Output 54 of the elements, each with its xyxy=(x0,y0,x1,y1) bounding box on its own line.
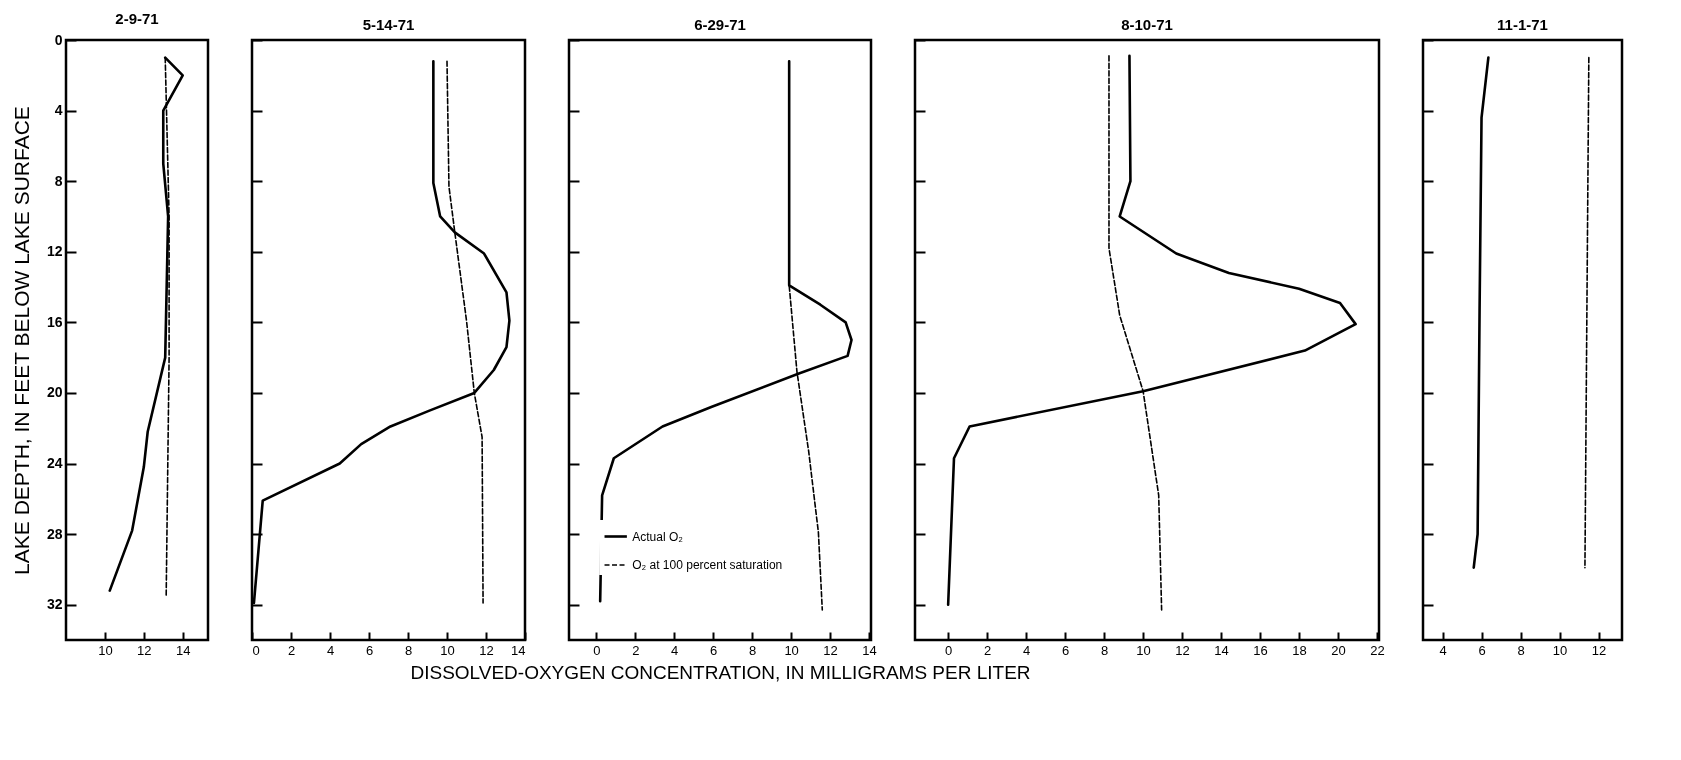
x-tick-label: 10 xyxy=(98,642,113,658)
y-tick-label: 8 xyxy=(54,172,63,189)
x-tick-label: 4 xyxy=(671,642,679,658)
chart-title: 11-1-71 xyxy=(1497,16,1548,33)
x-tick-label: 20 xyxy=(1331,642,1346,658)
chart-title: 6-29-71 xyxy=(694,16,746,33)
x-tick-label: 8 xyxy=(404,642,413,658)
x-tick-label: 12 xyxy=(479,642,494,658)
x-tick-label: 14 xyxy=(175,642,191,658)
x-tick-label: 4 xyxy=(1439,642,1447,658)
x-tick-label: 14 xyxy=(1214,642,1229,658)
legend-label: O₂ at 100 percent saturation xyxy=(632,558,783,572)
x-tick-label: 10 xyxy=(784,642,799,658)
x-tick-label: 22 xyxy=(1370,642,1385,658)
y-tick-label: 12 xyxy=(46,243,63,260)
chart-title: 5-14-71 xyxy=(362,16,415,33)
x-tick-label: 8 xyxy=(749,642,757,658)
chart-title: 2-9-71 xyxy=(115,10,159,27)
x-tick-label: 6 xyxy=(1478,642,1486,658)
y-tick-label: 4 xyxy=(54,102,63,119)
x-tick-label: 10 xyxy=(1552,642,1568,658)
y-tick-label: 28 xyxy=(46,525,63,542)
chart-title: 8-10-71 xyxy=(1121,16,1173,33)
x-axis-title: DISSOLVED-OXYGEN CONCENTRATION, IN MILLIGRAMS PER LITER xyxy=(410,661,1031,683)
y-tick-label: 32 xyxy=(46,596,63,613)
x-tick-label: 12 xyxy=(137,642,152,658)
x-tick-label: 0 xyxy=(252,642,260,658)
x-tick-label: 6 xyxy=(365,642,374,658)
x-tick-label: 12 xyxy=(823,642,838,658)
x-tick-label: 8 xyxy=(1100,642,1109,658)
x-tick-label: 10 xyxy=(1136,642,1151,658)
legend-label: Actual O₂ xyxy=(632,529,684,544)
x-tick-label: 2 xyxy=(632,642,640,658)
x-tick-label: 6 xyxy=(710,642,718,658)
x-tick-label: 18 xyxy=(1292,642,1307,658)
x-tick-label: 14 xyxy=(511,642,526,658)
x-tick-label: 10 xyxy=(440,642,455,658)
x-tick-label: 2 xyxy=(287,642,296,658)
x-tick-label: 4 xyxy=(1023,642,1031,658)
y-axis-title: LAKE DEPTH, IN FEET BELOW LAKE SURFACE xyxy=(9,106,33,575)
x-tick-label: 0 xyxy=(945,642,953,658)
x-tick-label: 4 xyxy=(326,642,335,658)
x-tick-label: 2 xyxy=(984,642,992,658)
x-tick-label: 6 xyxy=(1062,642,1070,658)
y-tick-label: 0 xyxy=(54,31,63,48)
x-tick-label: 12 xyxy=(1591,642,1607,658)
x-tick-label: 14 xyxy=(862,642,877,658)
x-tick-label: 12 xyxy=(1175,642,1190,658)
y-tick-label: 24 xyxy=(46,455,63,472)
y-tick-label: 16 xyxy=(46,313,63,330)
y-tick-label: 20 xyxy=(46,384,63,401)
x-tick-label: 0 xyxy=(593,642,601,658)
x-tick-label: 16 xyxy=(1253,642,1268,658)
x-tick-label: 8 xyxy=(1517,642,1525,658)
